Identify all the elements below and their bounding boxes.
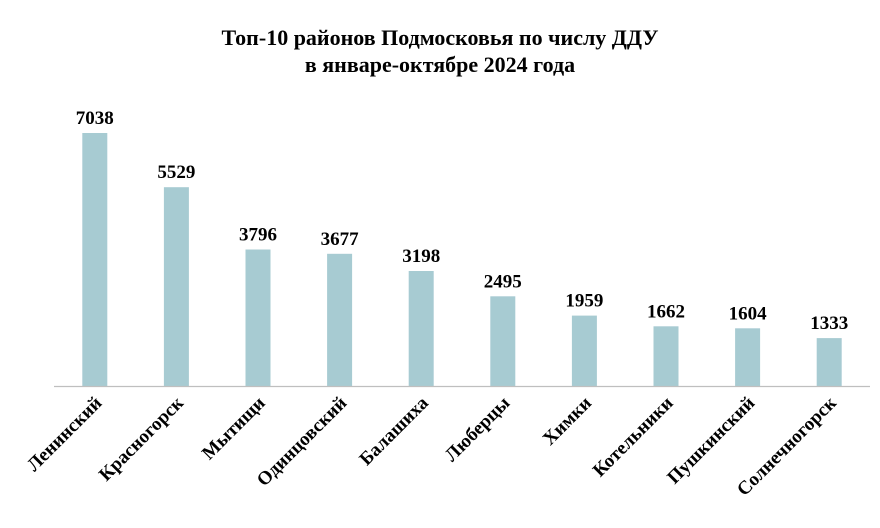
data-label-2: 5529 — [157, 162, 195, 183]
data-label-6: 2495 — [484, 271, 522, 292]
bar-3 — [245, 249, 271, 386]
data-label-5: 3198 — [402, 246, 440, 267]
bar-4 — [327, 253, 353, 386]
bar-1 — [82, 133, 108, 386]
bar-6 — [490, 296, 516, 386]
data-label-4: 3677 — [321, 229, 360, 250]
data-label-9: 1604 — [729, 303, 768, 324]
data-label-8: 1662 — [647, 301, 685, 322]
category-label-8: Котельники — [589, 393, 678, 482]
category-label-6: Люберцы — [441, 393, 514, 466]
data-label-1: 7038 — [76, 108, 114, 129]
bar-10 — [816, 338, 842, 386]
chart-title-line-2: в январе-октябре 2024 года — [304, 52, 576, 77]
data-label-10: 1333 — [810, 313, 848, 334]
category-label-1: Ленинский — [23, 393, 106, 476]
chart-title-line-1: Топ-10 районов Подмосковья по числу ДДУ — [221, 25, 659, 50]
category-label-3: Мытищи — [198, 393, 269, 464]
bar-9 — [735, 328, 761, 386]
category-label-2: Красногорск — [95, 393, 188, 486]
data-label-7: 1959 — [565, 291, 603, 312]
bar-7 — [571, 315, 597, 386]
category-label-7: Химки — [539, 393, 596, 450]
bar-5 — [408, 271, 434, 386]
bar-2 — [163, 187, 189, 386]
bar-8 — [653, 326, 679, 386]
data-label-3: 3796 — [239, 225, 277, 246]
category-label-5: Балашиха — [356, 392, 434, 470]
